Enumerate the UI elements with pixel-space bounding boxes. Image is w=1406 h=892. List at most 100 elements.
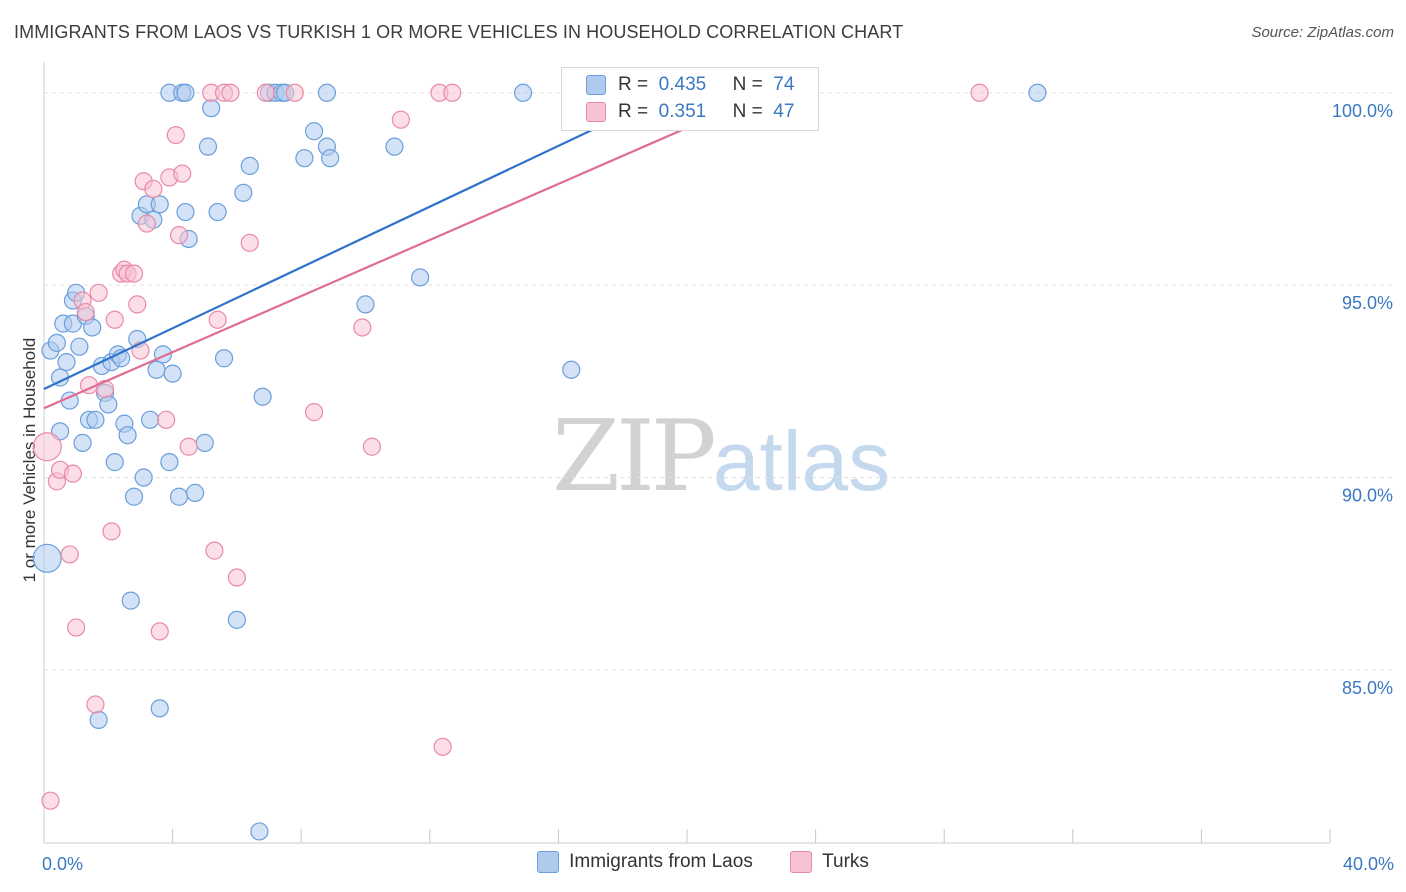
point-laos (562, 360, 581, 379)
legend-swatch-turks (586, 101, 606, 122)
point-turks (433, 737, 452, 756)
point-laos (214, 349, 234, 368)
point-laos (195, 433, 214, 452)
legend-row-laos: R = 0.435 N = 74 (586, 74, 794, 100)
point-laos (253, 387, 272, 406)
point-laos (1028, 83, 1047, 102)
legend-label-turks: Turks (822, 851, 869, 873)
point-turks (67, 618, 86, 637)
point-laos (134, 468, 153, 487)
series-legend: Immigrants from Laos Turks (0, 851, 1406, 873)
legend-item-turks[interactable]: Turks (790, 851, 869, 873)
trend-line-laos (43, 84, 688, 391)
trend-line-turks (43, 91, 768, 410)
y-tick-label: 90.0% (1342, 486, 1393, 506)
point-turks (285, 83, 304, 102)
point-laos (57, 352, 76, 372)
point-laos (227, 610, 246, 629)
point-laos (147, 360, 166, 379)
y-tick-label: 100.0% (1332, 101, 1393, 121)
legend-swatch-laos (586, 74, 606, 95)
point-turks (105, 310, 124, 329)
legend-n-label: N = (732, 74, 763, 95)
gridlines (44, 92, 1392, 671)
point-laos (118, 426, 137, 445)
point-turks (221, 83, 240, 102)
point-turks (443, 83, 462, 102)
point-laos (150, 699, 169, 718)
point-laos (202, 99, 221, 118)
point-turks (32, 432, 62, 462)
point-turks (179, 437, 198, 456)
point-laos (140, 410, 160, 429)
y-tick-label: 95.0% (1342, 293, 1393, 313)
point-laos (198, 137, 218, 156)
point-laos (385, 137, 404, 156)
legend-swatch-turks (790, 851, 813, 873)
point-laos (295, 149, 314, 168)
trend-lines (43, 84, 768, 410)
source-label: Source: ZipAtlas.com (1251, 24, 1394, 41)
point-turks (240, 233, 259, 252)
point-turks (166, 125, 185, 145)
point-turks (86, 695, 105, 714)
point-laos (124, 487, 144, 506)
point-laos (240, 156, 259, 175)
legend-item-laos[interactable]: Immigrants from Laos (537, 851, 753, 873)
point-turks (89, 283, 108, 302)
point-turks (124, 264, 144, 283)
legend-r-label: R = (618, 101, 649, 122)
legend-r-value: 0.435 (658, 74, 707, 95)
point-turks (150, 622, 169, 641)
chart-title: IMMIGRANTS FROM LAOS VS TURKISH 1 OR MOR… (14, 22, 904, 42)
legend-n-value: 47 (773, 101, 795, 122)
point-laos (121, 591, 140, 610)
point-laos (163, 364, 182, 383)
point-turks (144, 179, 163, 199)
axes (43, 62, 1331, 844)
legend-r-label: R = (618, 74, 649, 95)
point-laos (176, 202, 195, 222)
point-laos (250, 822, 269, 841)
point-laos (86, 410, 105, 429)
point-turks (173, 164, 192, 183)
point-turks (205, 541, 224, 560)
point-laos (208, 202, 227, 222)
y-tick-label: 85.0% (1342, 678, 1393, 698)
point-turks (353, 318, 372, 337)
series-laos-points (32, 83, 1047, 841)
point-turks (60, 545, 79, 564)
legend-r-value: 0.351 (658, 101, 707, 122)
point-laos (32, 543, 62, 573)
point-laos (356, 295, 375, 314)
point-laos (89, 710, 108, 729)
point-laos (304, 122, 324, 141)
legend-row-turks: R = 0.351 N = 47 (586, 101, 794, 127)
correlation-legend: R = 0.435 N = 74 R = 0.351 N = 47 (561, 67, 819, 131)
point-turks (76, 302, 95, 322)
x-tick-label: 40.0% (1343, 854, 1394, 874)
point-turks (137, 214, 156, 233)
point-laos (169, 487, 189, 506)
point-laos (70, 337, 89, 356)
point-laos (513, 83, 533, 102)
point-turks (169, 226, 189, 245)
legend-label-laos: Immigrants from Laos (569, 851, 753, 873)
point-laos (186, 483, 205, 502)
point-laos (73, 433, 92, 452)
point-laos (411, 268, 430, 287)
point-laos (317, 83, 337, 102)
point-turks (391, 110, 410, 129)
watermark-atlas: atlas (712, 414, 891, 508)
point-laos (176, 83, 195, 102)
x-tick-label: 0.0% (42, 854, 83, 874)
point-turks (102, 522, 121, 541)
watermark: ZIPatlas (552, 400, 890, 514)
point-turks (208, 310, 227, 329)
point-laos (150, 195, 169, 214)
series-turks-points (32, 83, 989, 810)
point-laos (99, 395, 118, 414)
point-turks (41, 791, 60, 810)
point-laos (105, 453, 124, 472)
